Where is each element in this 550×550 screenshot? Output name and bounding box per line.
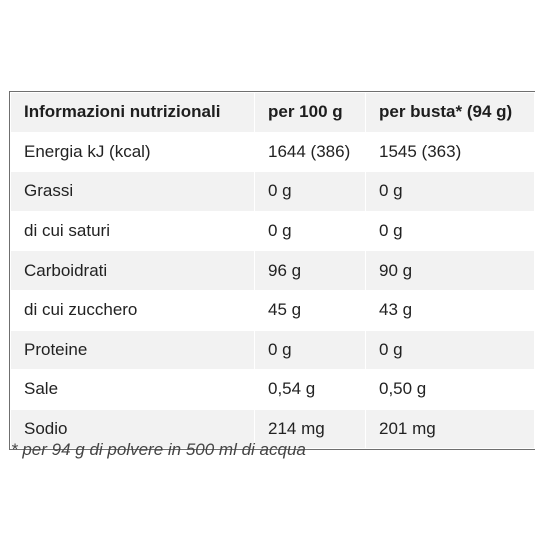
table-row-sugars: di cui zucchero 45 g 43 g bbox=[10, 289, 535, 331]
row-value-per-100g: 0 g bbox=[254, 210, 366, 252]
row-label: Carboidrati bbox=[10, 250, 255, 291]
row-value-per-100g: 0,54 g bbox=[254, 369, 366, 410]
table-row-sodium: Sodio 214 mg 201 mg bbox=[10, 408, 535, 450]
table-row-energy: Energia kJ (kcal) 1644 (386) 1545 (363) bbox=[10, 131, 535, 173]
row-value-per-sachet: 0,50 g bbox=[365, 369, 535, 410]
row-label: Energia kJ (kcal) bbox=[10, 131, 255, 173]
row-value-per-sachet: 1545 (363) bbox=[365, 131, 535, 173]
row-label: di cui zucchero bbox=[10, 289, 255, 331]
table-header-row: Informazioni nutrizionali per 100 g per … bbox=[10, 92, 535, 133]
row-value-per-sachet: 0 g bbox=[365, 171, 535, 212]
table-row-protein: Proteine 0 g 0 g bbox=[10, 329, 535, 371]
footnote: * per 94 g di polvere in 500 ml di acqua bbox=[11, 440, 306, 459]
row-label: di cui saturi bbox=[10, 210, 255, 252]
row-value-per-sachet: 0 g bbox=[365, 329, 535, 371]
nutrition-table: Informazioni nutrizionali per 100 g per … bbox=[10, 92, 535, 450]
row-value-per-100g: 96 g bbox=[254, 250, 366, 291]
row-value-per-sachet: 43 g bbox=[365, 289, 535, 331]
table-row-carbohydrates: Carboidrati 96 g 90 g bbox=[10, 250, 535, 291]
row-label: Proteine bbox=[10, 329, 255, 371]
table-row-fat: Grassi 0 g 0 g bbox=[10, 171, 535, 212]
table-row-salt: Sale 0,54 g 0,50 g bbox=[10, 369, 535, 410]
header-per-100g: per 100 g bbox=[254, 92, 366, 133]
row-value-per-100g: 1644 (386) bbox=[254, 131, 366, 173]
nutrition-table-container: Informazioni nutrizionali per 100 g per … bbox=[9, 91, 535, 451]
header-nutrition-info: Informazioni nutrizionali bbox=[10, 92, 255, 133]
row-label: Sodio bbox=[10, 408, 255, 450]
row-value-per-100g: 0 g bbox=[254, 329, 366, 371]
row-value-per-100g: 45 g bbox=[254, 289, 366, 331]
row-value-per-sachet: 0 g bbox=[365, 210, 535, 252]
row-label: Grassi bbox=[10, 171, 255, 212]
row-value-per-100g: 0 g bbox=[254, 171, 366, 212]
row-label: Sale bbox=[10, 369, 255, 410]
row-value-per-sachet: 201 mg bbox=[365, 408, 535, 450]
header-per-sachet: per busta* (94 g) bbox=[365, 92, 535, 133]
row-value-per-sachet: 90 g bbox=[365, 250, 535, 291]
table-row-saturated-fat: di cui saturi 0 g 0 g bbox=[10, 210, 535, 252]
